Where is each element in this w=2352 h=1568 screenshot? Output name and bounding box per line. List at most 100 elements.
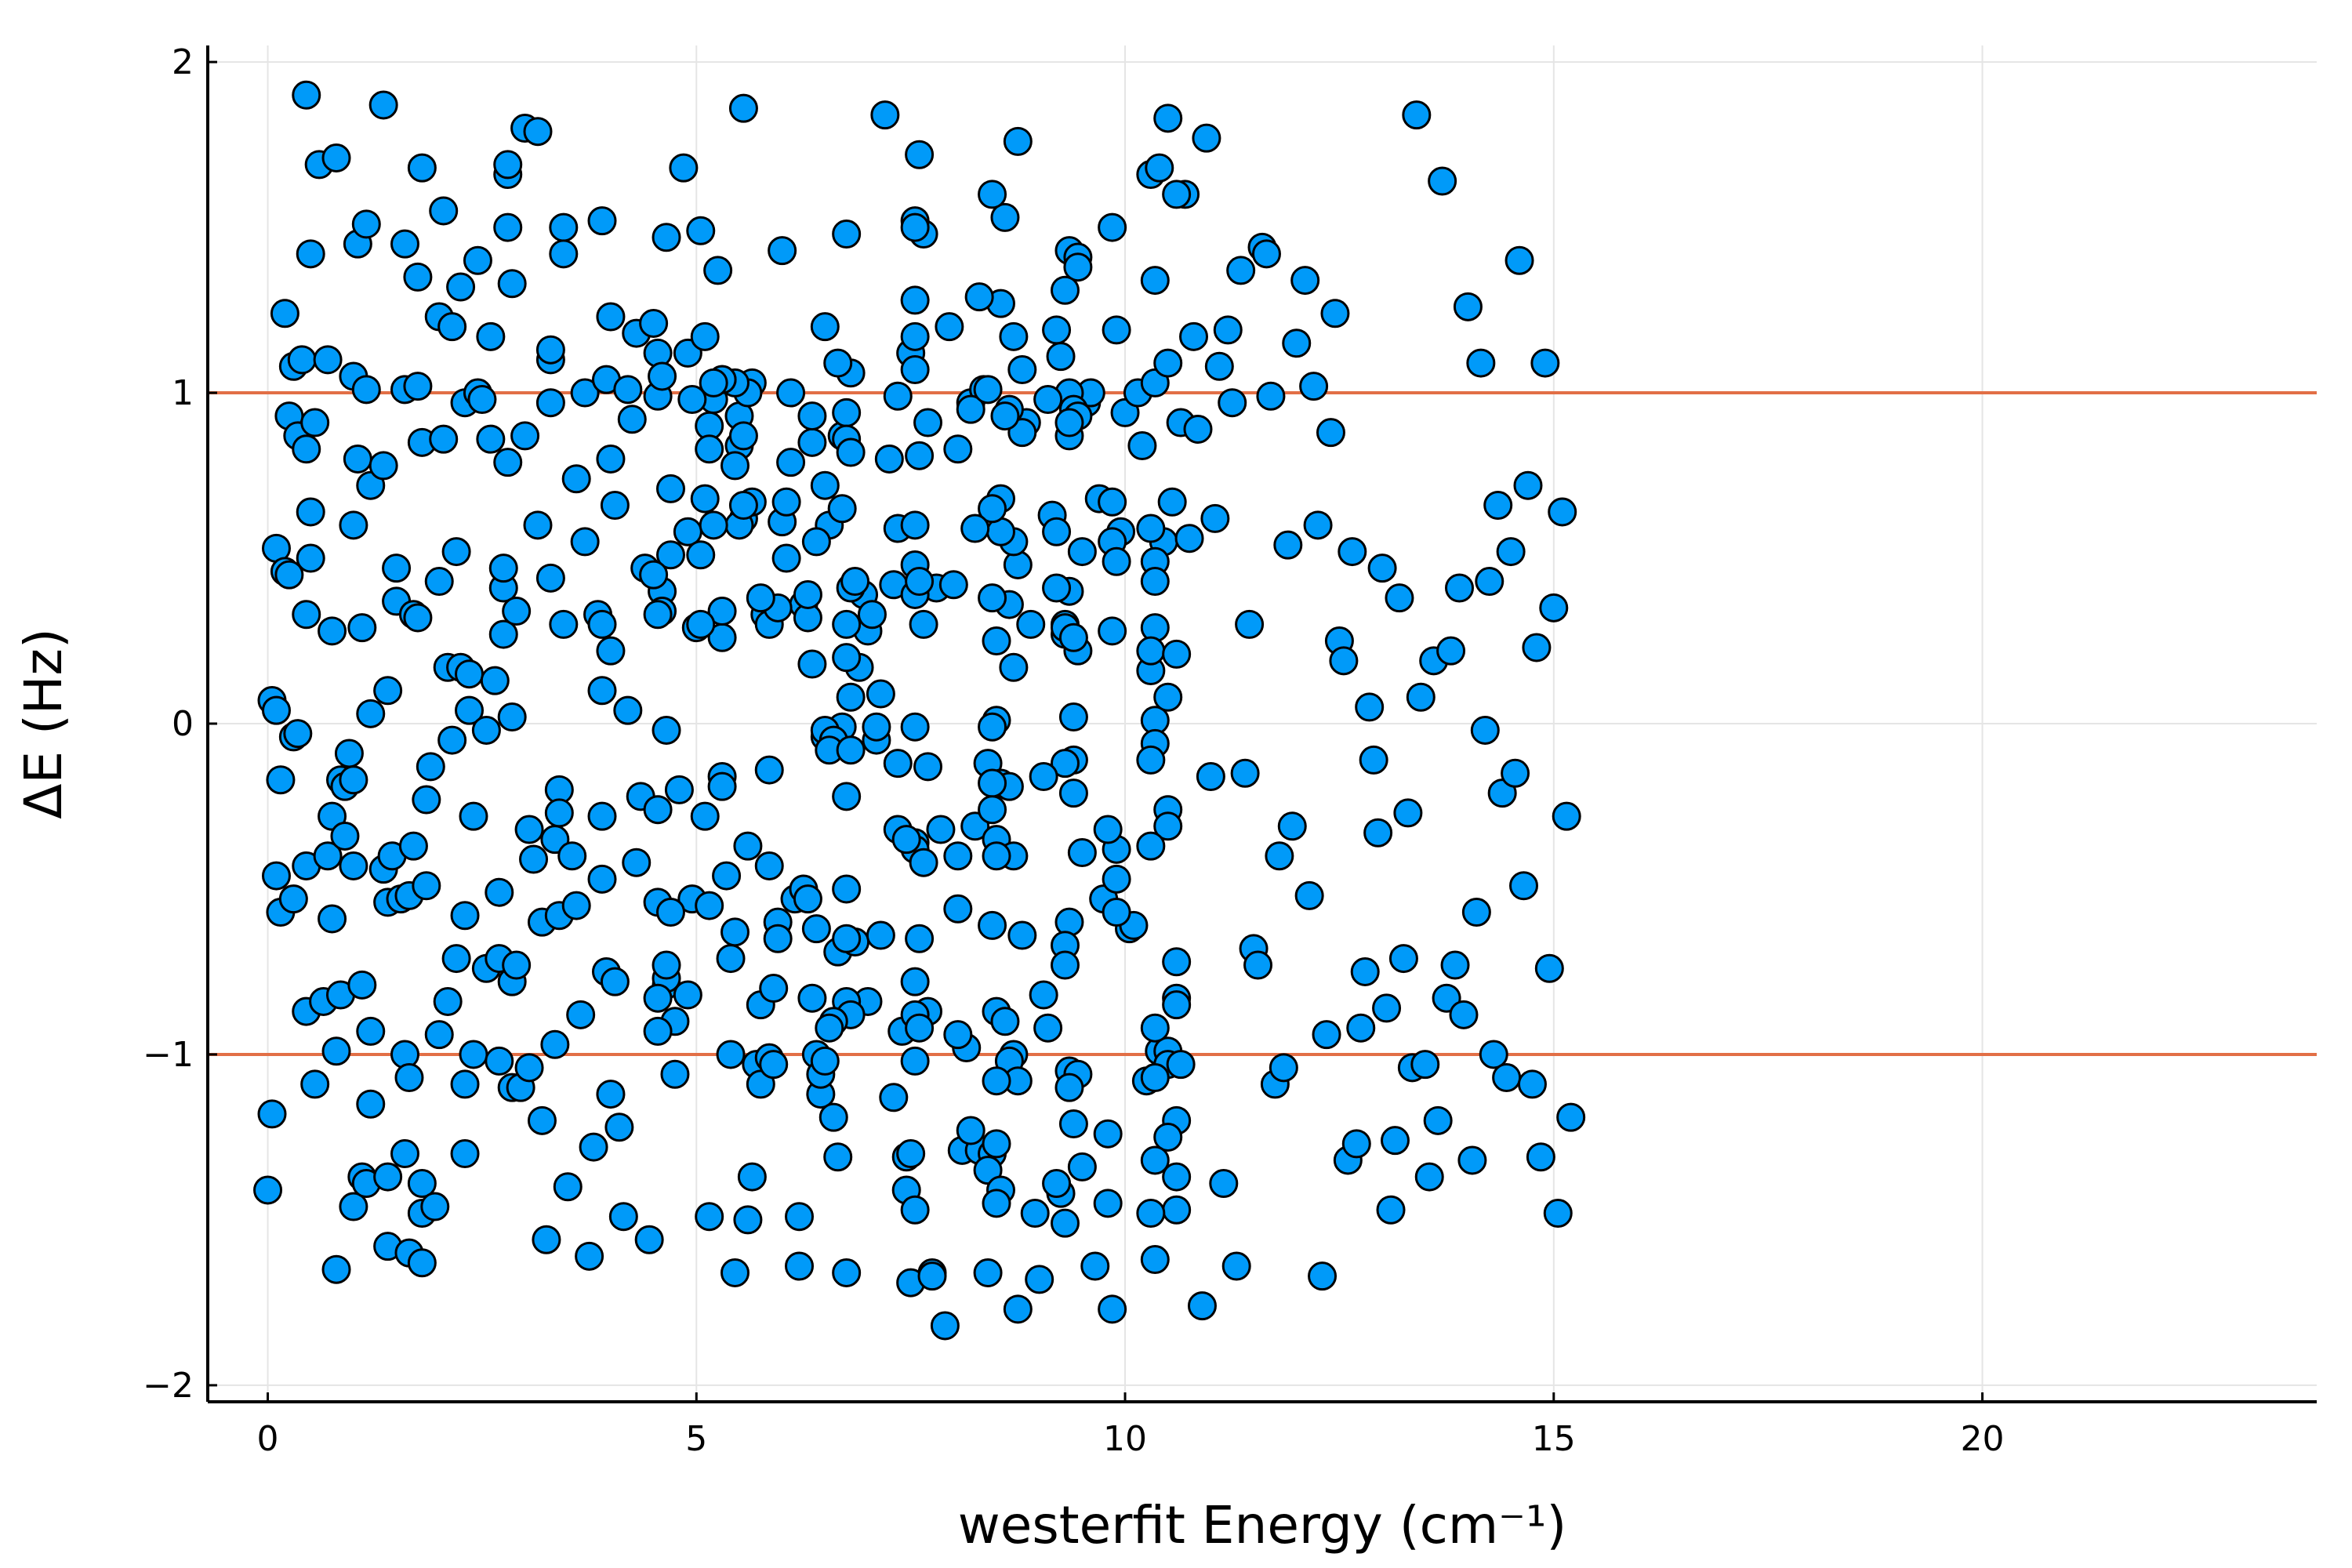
data-point — [973, 375, 1003, 405]
data-point — [1102, 898, 1131, 927]
data-point — [1067, 1152, 1097, 1181]
data-point — [771, 487, 801, 517]
data-point — [1102, 315, 1131, 345]
data-point — [549, 239, 579, 269]
data-point — [905, 1013, 935, 1043]
data-point — [943, 841, 973, 871]
data-point — [1007, 920, 1037, 950]
data-point — [695, 434, 724, 464]
data-point — [1251, 239, 1281, 269]
data-point — [1359, 745, 1388, 775]
data-point — [883, 381, 913, 411]
data-point — [514, 1053, 544, 1083]
data-point — [459, 1040, 488, 1069]
data-point — [699, 510, 728, 540]
data-point — [1140, 1245, 1170, 1275]
data-point — [1029, 980, 1058, 1010]
data-point — [1406, 682, 1436, 712]
data-point — [1483, 491, 1513, 521]
data-point — [604, 1112, 634, 1142]
data-point — [754, 755, 784, 785]
data-point — [1556, 1102, 1586, 1132]
data-point — [836, 437, 866, 467]
y-tick-label: 1 — [172, 373, 194, 413]
data-point — [519, 844, 549, 874]
data-point — [485, 877, 514, 907]
data-point — [1445, 573, 1475, 603]
x-tick-label: 5 — [685, 1419, 707, 1459]
data-point — [978, 795, 1007, 825]
data-point — [266, 765, 296, 795]
data-point — [596, 302, 626, 332]
data-point — [870, 100, 900, 130]
data-point — [450, 1139, 480, 1169]
data-point — [801, 914, 831, 944]
data-point — [257, 1099, 287, 1129]
data-point — [960, 514, 990, 543]
data-point — [351, 375, 381, 405]
data-point — [1308, 1261, 1338, 1291]
data-point — [608, 1202, 638, 1232]
data-point — [1153, 682, 1183, 712]
data-point — [523, 117, 553, 147]
data-point — [1363, 818, 1393, 848]
data-point — [1102, 546, 1131, 576]
data-point — [1543, 1198, 1573, 1228]
data-point — [313, 345, 343, 375]
data-point — [1003, 1294, 1033, 1324]
data-point — [1054, 1073, 1084, 1102]
data-point — [801, 527, 831, 557]
data-point — [455, 659, 485, 689]
data-point — [1501, 758, 1530, 788]
data-point — [407, 1169, 437, 1199]
data-point — [1050, 275, 1080, 305]
data-point — [476, 321, 506, 351]
data-point — [832, 874, 862, 904]
data-point — [502, 950, 532, 980]
x-axis-label: westerfit Energy (cm⁻¹) — [958, 1495, 1566, 1555]
data-point — [699, 368, 728, 397]
data-point — [1140, 1062, 1170, 1092]
data-point — [300, 1069, 330, 1099]
data-point — [343, 444, 372, 474]
data-point — [1449, 1000, 1479, 1029]
data-point — [497, 702, 527, 732]
data-point — [1539, 593, 1569, 622]
data-point — [686, 609, 716, 639]
data-point — [274, 560, 304, 590]
data-point — [407, 153, 437, 183]
data-point — [737, 1162, 767, 1192]
data-point — [1552, 801, 1581, 831]
data-point — [1320, 299, 1350, 328]
data-point — [1136, 831, 1166, 861]
data-point — [347, 613, 377, 643]
data-point — [1136, 514, 1166, 543]
data-point — [776, 378, 806, 408]
data-point — [1526, 1142, 1555, 1172]
data-point — [535, 335, 565, 365]
data-point — [746, 583, 775, 613]
data-point — [617, 405, 647, 434]
data-point — [768, 236, 797, 266]
data-point — [673, 980, 702, 1010]
data-point — [832, 609, 862, 639]
data-point — [917, 1261, 947, 1291]
data-point — [1153, 103, 1183, 133]
data-point — [818, 1102, 848, 1132]
data-point — [1127, 431, 1157, 461]
data-point — [1466, 348, 1496, 378]
data-point — [926, 815, 956, 844]
data-point — [1350, 956, 1380, 986]
data-point — [334, 739, 364, 768]
data-point — [339, 1192, 368, 1221]
data-point — [905, 140, 935, 169]
data-point — [330, 821, 360, 851]
data-point — [978, 180, 1007, 209]
data-point — [905, 924, 935, 953]
data-point — [1440, 950, 1470, 980]
data-point — [999, 652, 1029, 682]
data-point — [900, 967, 930, 996]
data-point — [600, 967, 630, 996]
data-point — [639, 308, 669, 338]
data-point — [292, 600, 321, 630]
